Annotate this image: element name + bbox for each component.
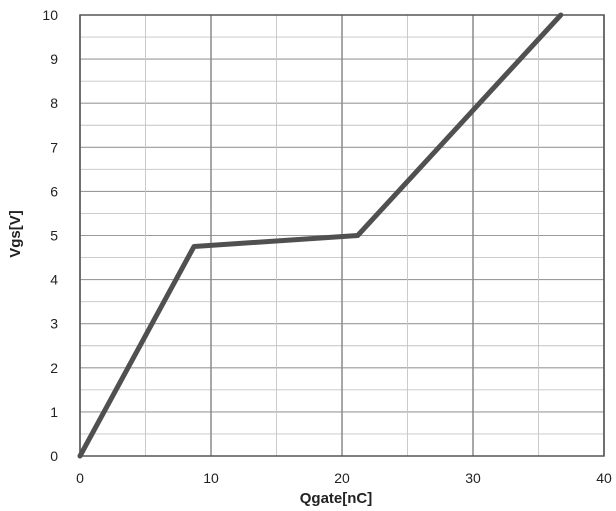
y-tick-label: 4: [50, 272, 58, 288]
y-tick-label: 9: [50, 51, 58, 67]
y-axis-ticks: 0 1 2 3 4 5 6 7 8 9 10: [42, 7, 58, 464]
y-tick-label: 6: [50, 183, 58, 199]
series-line: [77, 12, 564, 459]
y-tick-label: 0: [50, 448, 58, 464]
y-tick-label: 10: [42, 7, 58, 23]
series-group: [77, 12, 564, 459]
y-tick-label: 3: [50, 316, 58, 332]
y-axis-label: Vgs[V]: [7, 210, 24, 258]
x-tick-label: 30: [465, 470, 481, 486]
x-tick-label: 0: [76, 470, 84, 486]
y-tick-label: 8: [50, 95, 58, 111]
x-axis-label: Qgate[nC]: [300, 490, 373, 507]
y-tick-label: 5: [50, 228, 58, 244]
y-tick-label: 7: [50, 139, 58, 155]
y-tick-label: 2: [50, 360, 58, 376]
plot-area-frame: [79, 14, 605, 457]
x-axis-ticks: 0 10 20 30 40: [76, 470, 612, 486]
y-tick-label: 1: [50, 404, 58, 420]
x-tick-label: 20: [334, 470, 350, 486]
x-tick-label: 40: [596, 470, 612, 486]
x-tick-label: 10: [203, 470, 219, 486]
